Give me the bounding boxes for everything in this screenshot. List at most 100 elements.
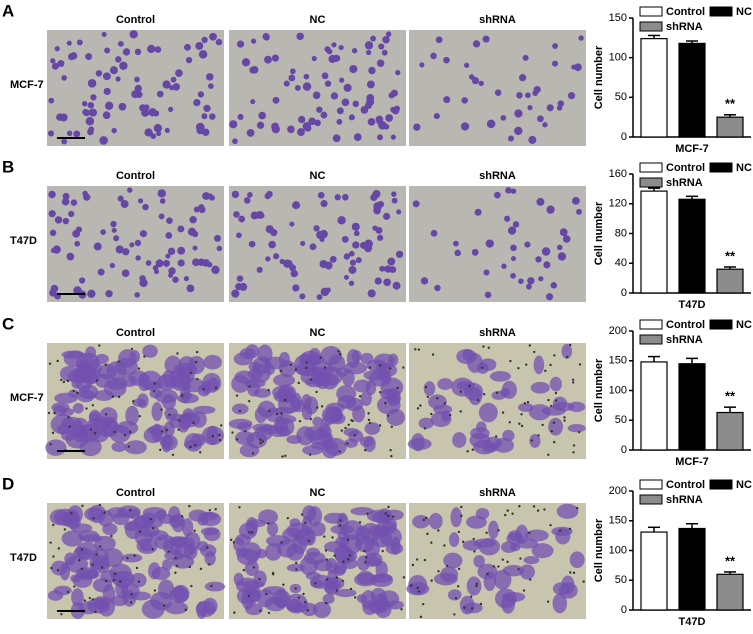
cell <box>537 115 544 123</box>
pore <box>506 560 509 564</box>
column-label: Control <box>116 170 155 182</box>
legend-label: Control <box>666 6 705 18</box>
pore <box>387 505 390 509</box>
cell <box>298 115 306 124</box>
cell <box>266 521 279 537</box>
column-label: NC <box>310 327 326 339</box>
cell <box>139 230 147 238</box>
cell <box>238 215 246 223</box>
y-axis-label: Cell number <box>593 45 605 109</box>
cell <box>364 422 381 435</box>
pore <box>174 556 177 560</box>
cell <box>121 269 130 278</box>
legend-label: NC <box>736 319 752 331</box>
pore <box>49 541 52 544</box>
y-tick-label: 150 <box>609 355 627 367</box>
cell <box>378 43 385 50</box>
cell <box>201 113 208 120</box>
cell <box>423 381 436 397</box>
pore <box>547 453 550 456</box>
pore <box>271 573 275 576</box>
cell <box>79 277 86 284</box>
pore <box>85 407 88 410</box>
cell <box>343 253 351 260</box>
pore <box>506 509 509 512</box>
bar <box>678 198 706 294</box>
pore <box>149 517 152 521</box>
cell <box>116 420 139 436</box>
pore <box>195 350 199 354</box>
cell <box>391 191 397 197</box>
cell <box>57 60 65 68</box>
cell <box>215 38 223 46</box>
cell <box>250 211 259 220</box>
pore <box>242 568 246 572</box>
x-axis-label: MCF-7 <box>675 456 709 468</box>
cell <box>282 527 303 542</box>
cell <box>120 200 129 209</box>
significance: ** <box>725 553 736 568</box>
pore <box>424 385 428 389</box>
cell <box>342 558 358 569</box>
pore <box>297 596 301 599</box>
cell <box>501 594 516 614</box>
pore <box>552 421 556 424</box>
cell <box>62 198 68 204</box>
cell <box>300 240 306 247</box>
cell <box>192 258 200 267</box>
pore <box>479 602 483 606</box>
cell <box>538 276 544 282</box>
cell <box>265 407 283 422</box>
pore <box>199 567 203 571</box>
pore <box>202 388 205 391</box>
pore <box>194 443 197 447</box>
y-tick-label: 100 <box>609 544 627 556</box>
pore <box>571 381 575 384</box>
pore <box>353 596 357 599</box>
bar <box>678 363 706 451</box>
pore <box>471 448 474 451</box>
cell <box>308 117 316 126</box>
cell <box>529 433 541 448</box>
cell <box>142 203 149 211</box>
legend-label: shRNA <box>666 334 703 346</box>
cell <box>106 360 127 381</box>
bar <box>640 190 668 294</box>
cell <box>236 40 245 48</box>
cell <box>420 277 429 285</box>
pore <box>554 391 558 395</box>
pore <box>235 394 239 397</box>
cell <box>177 259 185 267</box>
column-label: shRNA <box>479 487 516 499</box>
pore <box>300 513 304 516</box>
pore <box>247 594 251 598</box>
pore <box>323 535 326 538</box>
cell <box>197 516 209 526</box>
pore <box>529 578 532 581</box>
cell <box>177 246 186 255</box>
pore <box>384 401 387 405</box>
panel-letter: D <box>2 474 14 493</box>
pore <box>457 567 461 571</box>
cell <box>50 247 56 253</box>
cell <box>49 229 57 237</box>
cell <box>59 113 68 122</box>
cell <box>440 410 451 422</box>
pore <box>259 441 262 445</box>
cell <box>68 53 76 61</box>
cell <box>343 361 368 375</box>
cell <box>366 49 372 56</box>
pore <box>414 348 417 351</box>
cell <box>322 593 335 604</box>
pore <box>400 608 403 611</box>
cell <box>191 410 207 428</box>
x-axis-label: MCF-7 <box>675 143 709 155</box>
cell <box>305 529 316 546</box>
cell <box>283 259 292 268</box>
y-tick-label: 40 <box>615 257 627 269</box>
cell <box>329 255 337 263</box>
cell <box>103 87 111 96</box>
bar <box>716 411 744 451</box>
cell <box>383 212 391 220</box>
cell <box>556 244 563 251</box>
